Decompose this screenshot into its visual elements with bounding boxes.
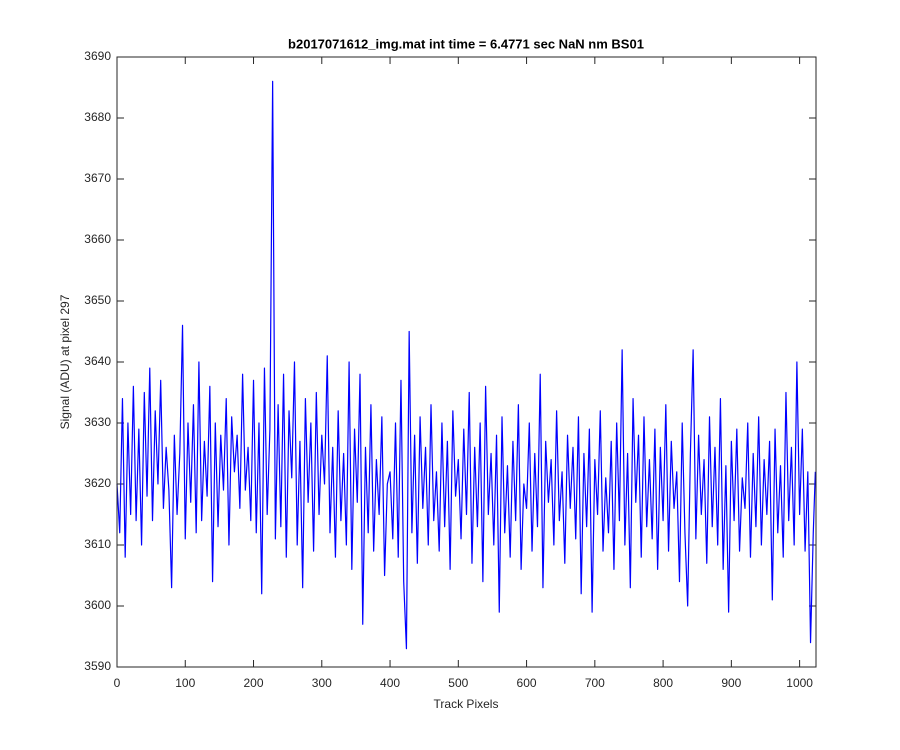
x-tick-label: 800 bbox=[653, 676, 673, 690]
x-tick-label: 900 bbox=[721, 676, 741, 690]
y-tick-label: 3620 bbox=[84, 476, 111, 490]
y-tick-label: 3590 bbox=[84, 659, 111, 673]
x-tick-label: 700 bbox=[585, 676, 605, 690]
y-tick-label: 3650 bbox=[84, 293, 111, 307]
y-tick-label: 3630 bbox=[84, 415, 111, 429]
x-tick-label: 0 bbox=[114, 676, 121, 690]
chart-title: b2017071612_img.mat int time = 6.4771 se… bbox=[288, 36, 644, 51]
axes-box bbox=[116, 56, 817, 668]
y-tick-label: 3640 bbox=[84, 354, 111, 368]
data-line bbox=[116, 80, 816, 650]
y-tick-label: 3610 bbox=[84, 537, 111, 551]
x-tick-label: 300 bbox=[312, 676, 332, 690]
x-tick-label: 100 bbox=[175, 676, 195, 690]
y-tick-label: 3690 bbox=[84, 49, 111, 63]
x-tick-label: 200 bbox=[244, 676, 264, 690]
x-tick-label: 1000 bbox=[786, 676, 813, 690]
y-tick-label: 3660 bbox=[84, 232, 111, 246]
x-axis-label: Track Pixels bbox=[434, 697, 499, 711]
y-tick-label: 3670 bbox=[84, 171, 111, 185]
x-tick-label: 600 bbox=[517, 676, 537, 690]
x-tick-label: 400 bbox=[380, 676, 400, 690]
y-tick-label: 3600 bbox=[84, 598, 111, 612]
y-tick-label: 3680 bbox=[84, 110, 111, 124]
x-tick-label: 500 bbox=[448, 676, 468, 690]
y-axis-label: Signal (ADU) at pixel 297 bbox=[58, 294, 72, 429]
